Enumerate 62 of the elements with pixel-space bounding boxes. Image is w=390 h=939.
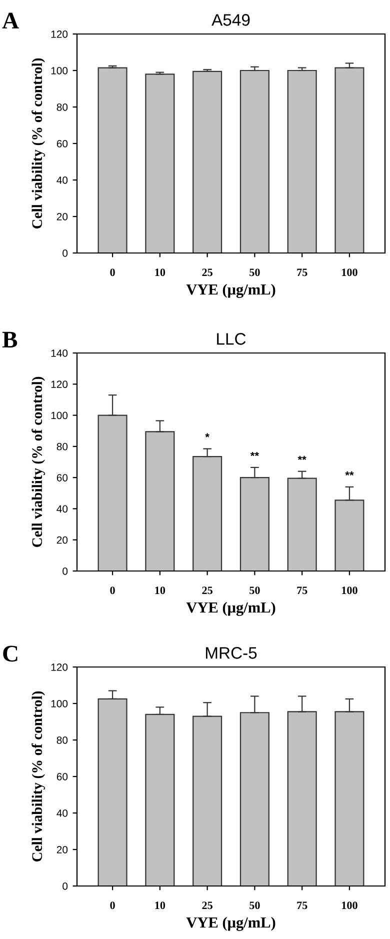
x-tick-label: 10 bbox=[155, 268, 166, 276]
y-tick-label: 100 bbox=[51, 67, 68, 74]
bar bbox=[145, 74, 175, 253]
y-axis-title: Cell viability (% of control) bbox=[32, 691, 46, 862]
bar bbox=[287, 70, 317, 253]
x-axis-title: VYE (μg/mL) bbox=[186, 916, 276, 931]
y-tick-label: 60 bbox=[56, 773, 68, 780]
y-tick-label: 120 bbox=[51, 30, 68, 38]
y-tick-label: 40 bbox=[56, 176, 68, 184]
y-tick-label: 20 bbox=[56, 846, 68, 854]
y-axis-title: Cell viability (% of control) bbox=[32, 376, 46, 548]
y-tick-label: 60 bbox=[56, 474, 68, 482]
y-tick-label: 0 bbox=[62, 250, 68, 257]
chart-title: MRC-5 bbox=[206, 647, 257, 659]
y-tick-label: 80 bbox=[56, 442, 68, 450]
x-tick-label: 10 bbox=[155, 586, 166, 594]
y-tick-label: 80 bbox=[56, 104, 68, 111]
chart-title: LLC bbox=[217, 333, 246, 345]
text: A bbox=[2, 12, 19, 28]
x-tick-label: 50 bbox=[250, 902, 260, 910]
x-tick-label: 100 bbox=[342, 268, 358, 276]
y-tick-label: 40 bbox=[56, 810, 68, 817]
text: B bbox=[2, 332, 18, 348]
y-tick-label: 100 bbox=[51, 412, 68, 420]
x-tick-label: 75 bbox=[297, 902, 308, 910]
x-tick-label: 75 bbox=[297, 268, 308, 276]
x-axis-title: VYE (μg/mL) bbox=[186, 602, 276, 616]
annotation: * bbox=[205, 433, 210, 438]
x-tick-label: 0 bbox=[110, 902, 115, 910]
annotation: ** bbox=[298, 456, 306, 460]
y-tick-label: 80 bbox=[56, 736, 68, 744]
annotation: ** bbox=[345, 471, 354, 476]
x-tick-label: 25 bbox=[202, 268, 212, 276]
y-tick-label: 100 bbox=[51, 700, 68, 708]
y-tick-label: 20 bbox=[56, 213, 68, 220]
y-axis-title: Cell viability (% of control) bbox=[32, 58, 46, 229]
y-tick-label: 0 bbox=[62, 568, 68, 575]
x-tick-label: 50 bbox=[250, 268, 260, 276]
x-tick-label: 25 bbox=[202, 586, 212, 594]
x-tick-label: 0 bbox=[110, 586, 115, 594]
x-tick-label: 10 bbox=[155, 902, 166, 910]
bar bbox=[192, 70, 222, 253]
y-tick-label: 120 bbox=[51, 380, 68, 388]
y-tick-label: 60 bbox=[56, 140, 68, 148]
y-tick-label: 120 bbox=[51, 664, 68, 671]
x-axis-title: VYE (μg/mL) bbox=[186, 284, 276, 298]
text: C bbox=[3, 646, 18, 662]
bar bbox=[240, 70, 270, 253]
x-tick-label: 50 bbox=[250, 586, 260, 594]
y-tick-label: 140 bbox=[51, 350, 68, 357]
y-tick-label: 20 bbox=[56, 536, 68, 544]
chart-title: A549 bbox=[212, 14, 250, 26]
y-tick-label: 0 bbox=[62, 882, 68, 890]
x-tick-label: 100 bbox=[342, 902, 358, 910]
bar bbox=[334, 67, 364, 253]
x-tick-label: 0 bbox=[110, 268, 115, 276]
annotation: ** bbox=[250, 452, 260, 456]
x-tick-label: 100 bbox=[342, 586, 358, 594]
bar bbox=[98, 67, 128, 253]
y-tick-label: 40 bbox=[56, 505, 68, 513]
x-tick-label: 75 bbox=[297, 586, 308, 594]
x-tick-label: 25 bbox=[202, 902, 212, 910]
